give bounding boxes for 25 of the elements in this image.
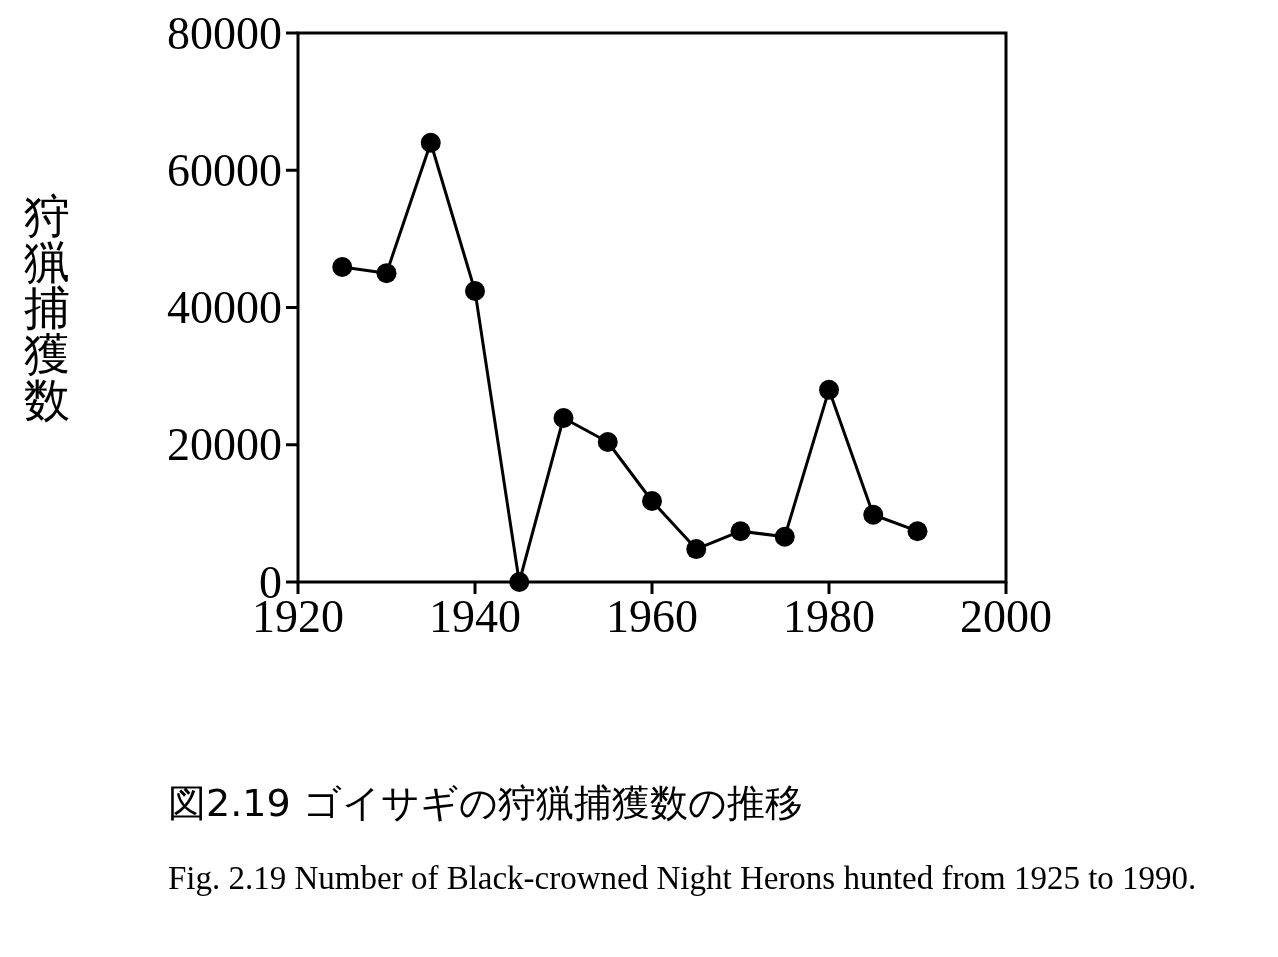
- y-tick-label: 40000: [167, 282, 282, 333]
- point: [642, 491, 662, 512]
- caption: Fig. 2.19 Number of Black-crowned Night Herons hunted from 1925 to 1990.: [168, 859, 1198, 898]
- text: 図2.19 ゴイサギの狩猟捕獲数の推移: [168, 780, 803, 827]
- x-tick-label: 1940: [429, 591, 521, 642]
- point: [597, 432, 618, 453]
- point: [332, 257, 353, 278]
- point: [465, 281, 485, 302]
- y-tick-label: 60000: [167, 144, 282, 196]
- point: [509, 572, 530, 592]
- point: [420, 132, 441, 153]
- y-tick-label: 80000: [167, 7, 282, 59]
- x-tick-label: 2000: [960, 591, 1052, 642]
- point: [686, 539, 707, 560]
- point: [376, 263, 397, 284]
- point: [730, 521, 751, 542]
- point: [863, 504, 884, 525]
- y-tick-label: 20000: [167, 419, 282, 471]
- y-axis-title: 狩猟捕獲数: [24, 188, 70, 427]
- x-tick-label: 1960: [606, 591, 698, 642]
- point: [907, 521, 928, 542]
- point: [819, 379, 839, 400]
- x-tick-label: 1980: [783, 591, 875, 642]
- point: [553, 407, 574, 428]
- point: [774, 526, 795, 547]
